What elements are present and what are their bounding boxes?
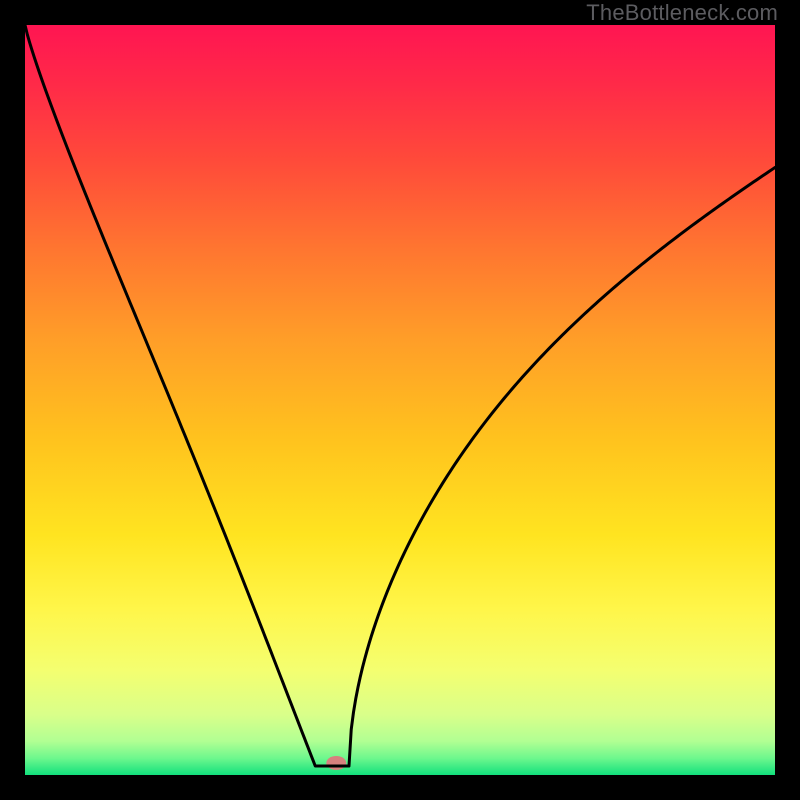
watermark-text: TheBottleneck.com — [586, 0, 778, 26]
plot-area — [25, 25, 775, 775]
bottleneck-chart — [0, 0, 800, 800]
chart-frame: TheBottleneck.com — [0, 0, 800, 800]
optimal-marker — [326, 756, 346, 770]
